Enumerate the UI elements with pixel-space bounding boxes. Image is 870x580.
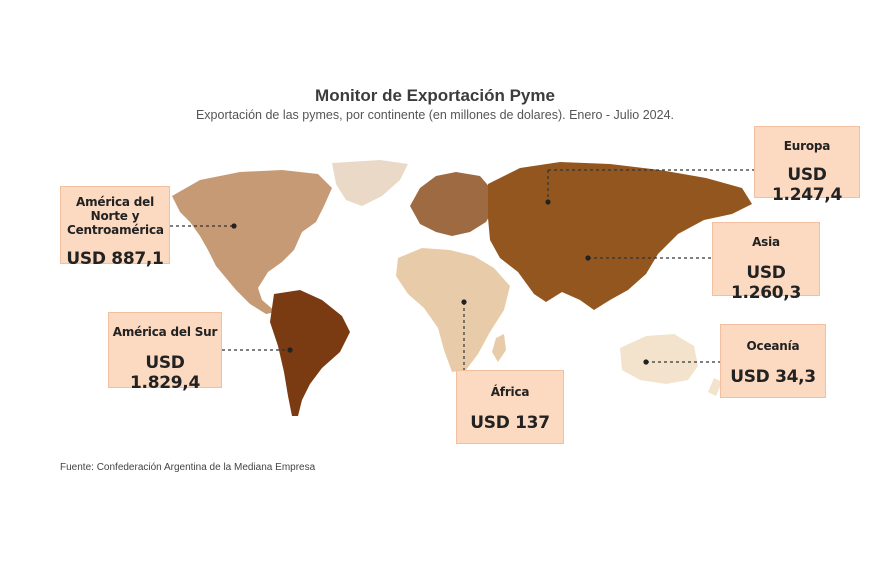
label-north-america: América del Norte y Centroamérica USD 88… (60, 186, 170, 269)
label-south-america-value: USD 1.829,4 (130, 353, 200, 393)
marker-africa (461, 299, 467, 305)
page-subtitle: Exportación de las pymes, por continente… (195, 108, 675, 122)
marker-asia (585, 255, 591, 261)
marker-north-america (231, 223, 237, 229)
label-asia: Asia USD 1.260,3 (712, 222, 820, 303)
greenland-shape (332, 160, 408, 206)
europe-shape (410, 172, 494, 236)
africa-shape (396, 248, 510, 372)
oceania-shape (620, 334, 698, 384)
label-europe-name: Europa (783, 139, 831, 153)
label-north-america-name: América del Norte y Centroamérica (67, 195, 164, 237)
south-america-shape (270, 290, 350, 416)
new-zealand-shape (708, 378, 722, 396)
label-south-america-name: América del Sur (112, 325, 218, 339)
label-oceania: Oceanía USD 34,3 (720, 324, 826, 398)
marker-oceania (643, 359, 649, 365)
label-oceania-name: Oceanía (746, 339, 800, 353)
marker-europe (545, 199, 551, 205)
label-europe-value: USD 1.247,4 (772, 165, 842, 205)
label-asia-name: Asia (752, 235, 780, 249)
page-title: Monitor de Exportación Pyme (315, 86, 555, 105)
label-oceania-value: USD 34,3 (730, 367, 816, 387)
label-north-america-value: USD 887,1 (66, 249, 164, 269)
label-africa: África USD 137 (456, 370, 564, 444)
asia-shape (488, 162, 752, 310)
label-africa-value: USD 137 (470, 413, 550, 433)
north-america-shape (172, 170, 332, 314)
label-africa-name: África (490, 385, 530, 399)
label-south-america: América del Sur USD 1.829,4 (108, 312, 222, 393)
source-note: Fuente: Confederación Argentina de la Me… (60, 462, 316, 473)
label-asia-value: USD 1.260,3 (731, 263, 801, 303)
marker-south-america (287, 347, 293, 353)
madagascar-shape (492, 334, 506, 362)
label-europe: Europa USD 1.247,4 (754, 126, 860, 205)
